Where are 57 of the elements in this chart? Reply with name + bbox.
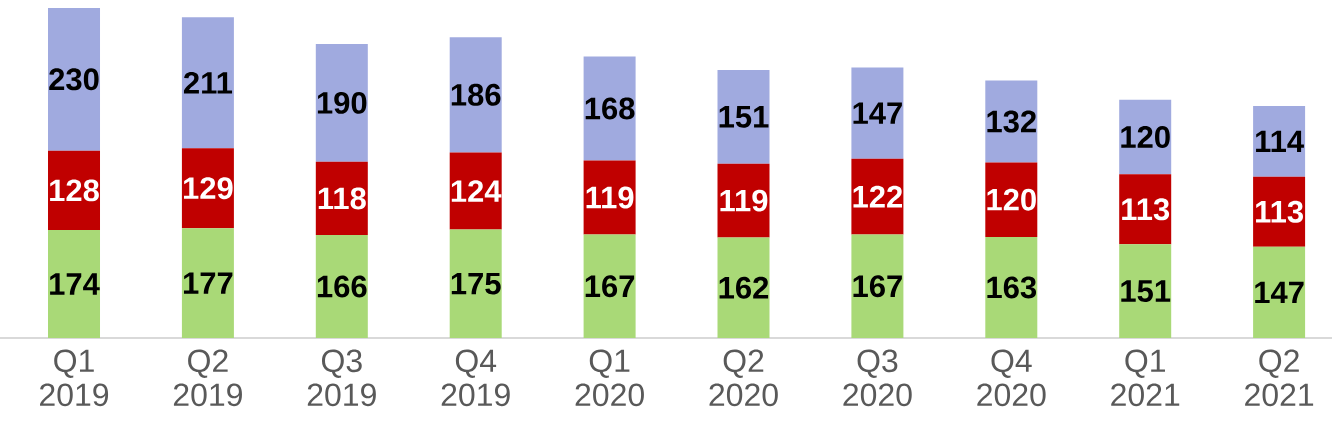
x-tick-label: Q3 2019 bbox=[307, 349, 376, 407]
x-tick-label: Q2 2019 bbox=[173, 349, 242, 407]
data-label: 151 bbox=[719, 106, 769, 128]
data-label: 230 bbox=[49, 68, 99, 91]
data-label: 151 bbox=[1121, 280, 1171, 302]
data-label: 166 bbox=[317, 275, 367, 298]
data-label: 177 bbox=[184, 272, 233, 294]
data-label: 114 bbox=[1256, 130, 1304, 153]
bar bbox=[48, 8, 101, 151]
x-tick-label: Q1 2021 bbox=[1111, 349, 1180, 407]
data-label: 190 bbox=[317, 91, 367, 114]
bar bbox=[315, 43, 368, 162]
bar bbox=[851, 67, 904, 159]
data-label: 120 bbox=[987, 188, 1036, 211]
data-label: 113 bbox=[1256, 200, 1303, 223]
x-tick-label: Q2 2020 bbox=[709, 349, 778, 407]
bar bbox=[985, 236, 1038, 338]
x-tick-label: Q1 2019 bbox=[40, 349, 109, 407]
bar bbox=[583, 56, 636, 161]
data-label: 211 bbox=[183, 71, 233, 94]
bar bbox=[48, 230, 101, 338]
bar bbox=[717, 70, 770, 164]
x-tick-label: Q2 2021 bbox=[1245, 349, 1314, 407]
data-label: 132 bbox=[987, 110, 1036, 133]
bar bbox=[1253, 246, 1306, 338]
data-label: 174 bbox=[50, 273, 100, 295]
data-label: 175 bbox=[451, 272, 501, 295]
bar bbox=[181, 17, 234, 149]
x-tick-label: Q4 2019 bbox=[441, 349, 510, 407]
data-label: 128 bbox=[50, 179, 99, 202]
data-label: 119 bbox=[586, 186, 634, 209]
data-label: 163 bbox=[987, 276, 1037, 299]
data-label: 167 bbox=[853, 275, 902, 298]
bar bbox=[717, 237, 770, 338]
bar bbox=[1119, 244, 1172, 338]
bar bbox=[315, 235, 368, 338]
data-label: 120 bbox=[1121, 126, 1170, 148]
data-label: 186 bbox=[451, 83, 501, 106]
data-label: 124 bbox=[451, 180, 502, 202]
x-tick-label: Q4 2020 bbox=[977, 349, 1046, 407]
data-label: 147 bbox=[1255, 281, 1304, 304]
data-label: 122 bbox=[853, 185, 903, 208]
data-label: 168 bbox=[585, 97, 635, 120]
data-label: 113 bbox=[1122, 198, 1170, 221]
data-label: 129 bbox=[184, 177, 233, 200]
bar bbox=[449, 229, 502, 338]
data-label: 162 bbox=[719, 276, 769, 299]
x-tick-label: Q1 2020 bbox=[575, 349, 644, 407]
bar bbox=[449, 37, 502, 153]
data-label: 119 bbox=[720, 189, 768, 212]
bar bbox=[181, 228, 234, 338]
bar bbox=[583, 234, 636, 338]
bar bbox=[851, 234, 904, 338]
data-label: 147 bbox=[853, 102, 902, 124]
data-label: 118 bbox=[318, 187, 366, 210]
x-tick-label: Q3 2020 bbox=[843, 349, 912, 407]
data-label: 167 bbox=[585, 275, 635, 298]
